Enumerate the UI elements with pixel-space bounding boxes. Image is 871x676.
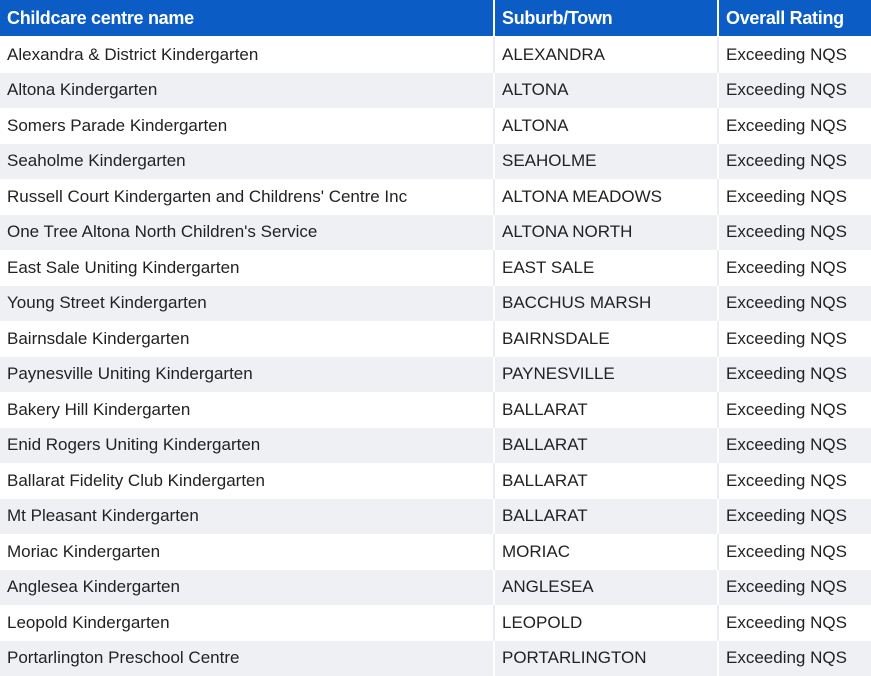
cell-suburb: BACCHUS MARSH bbox=[495, 285, 719, 321]
table-row: Bakery Hill Kindergarten BALLARAT Exceedin… bbox=[0, 392, 871, 428]
cell-suburb: BAIRNSDALE bbox=[495, 321, 719, 357]
cell-centre-name: Paynesville Uniting Kindergarten bbox=[0, 356, 495, 392]
cell-centre-name: Leopold Kindergarten bbox=[0, 605, 495, 641]
table-row: Mt Pleasant Kindergarten BALLARAT Exceedin… bbox=[0, 498, 871, 534]
cell-suburb: LEOPOLD bbox=[495, 605, 719, 641]
cell-rating: Exceeding NQS bbox=[719, 37, 871, 73]
cell-rating: Exceeding NQS bbox=[719, 108, 871, 144]
cell-centre-name: Bakery Hill Kindergarten bbox=[0, 392, 495, 428]
table-row: Portarlington Preschool Centre PORTARLING… bbox=[0, 640, 871, 676]
cell-centre-name: Enid Rogers Uniting Kindergarten bbox=[0, 427, 495, 463]
table-row: Russell Court Kindergarten and Childrens… bbox=[0, 179, 871, 215]
cell-suburb: MORIAC bbox=[495, 534, 719, 570]
cell-centre-name: Russell Court Kindergarten and Childrens… bbox=[0, 179, 495, 215]
cell-suburb: PORTARLINGTON bbox=[495, 640, 719, 676]
cell-centre-name: Moriac Kindergarten bbox=[0, 534, 495, 570]
table-row: Bairnsdale Kindergarten BAIRNSDALE Exceedi… bbox=[0, 321, 871, 357]
cell-rating: Exceeding NQS bbox=[719, 463, 871, 499]
cell-centre-name: Portarlington Preschool Centre bbox=[0, 640, 495, 676]
column-header-suburb[interactable]: Suburb/Town bbox=[495, 0, 719, 37]
table-row: Alexandra & District Kindergarten ALEXAND… bbox=[0, 37, 871, 73]
table-row: Moriac Kindergarten MORIAC Exceeding NQS bbox=[0, 534, 871, 570]
cell-rating: Exceeding NQS bbox=[719, 569, 871, 605]
cell-centre-name: Young Street Kindergarten bbox=[0, 285, 495, 321]
cell-centre-name: Anglesea Kindergarten bbox=[0, 569, 495, 605]
cell-rating: Exceeding NQS bbox=[719, 214, 871, 250]
table-row: Anglesea Kindergarten ANGLESEA Exceeding N… bbox=[0, 569, 871, 605]
cell-suburb: BALLARAT bbox=[495, 392, 719, 428]
table-row: Young Street Kindergarten BACCHUS MARSH Ex… bbox=[0, 285, 871, 321]
cell-suburb: ALTONA bbox=[495, 108, 719, 144]
cell-rating: Exceeding NQS bbox=[719, 285, 871, 321]
cell-centre-name: Altona Kindergarten bbox=[0, 72, 495, 108]
header-row: Childcare centre name Suburb/Town Overal… bbox=[0, 0, 871, 37]
cell-centre-name: Seaholme Kindergarten bbox=[0, 143, 495, 179]
column-header-rating[interactable]: Overall Rating bbox=[719, 0, 871, 37]
cell-centre-name: Bairnsdale Kindergarten bbox=[0, 321, 495, 357]
table-row: Somers Parade Kindergarten ALTONA Exceedin… bbox=[0, 108, 871, 144]
column-header-centre-name[interactable]: Childcare centre name bbox=[0, 0, 495, 37]
cell-rating: Exceeding NQS bbox=[719, 72, 871, 108]
cell-rating: Exceeding NQS bbox=[719, 143, 871, 179]
table-row: Altona Kindergarten ALTONA Exceeding NQS bbox=[0, 72, 871, 108]
cell-suburb: ANGLESEA bbox=[495, 569, 719, 605]
cell-centre-name: One Tree Altona North Children's Service bbox=[0, 214, 495, 250]
cell-suburb: EAST SALE bbox=[495, 250, 719, 286]
cell-rating: Exceeding NQS bbox=[719, 179, 871, 215]
cell-rating: Exceeding NQS bbox=[719, 427, 871, 463]
cell-rating: Exceeding NQS bbox=[719, 321, 871, 357]
cell-rating: Exceeding NQS bbox=[719, 534, 871, 570]
cell-rating: Exceeding NQS bbox=[719, 640, 871, 676]
cell-suburb: ALTONA bbox=[495, 72, 719, 108]
cell-rating: Exceeding NQS bbox=[719, 250, 871, 286]
cell-suburb: PAYNESVILLE bbox=[495, 356, 719, 392]
table-row: Ballarat Fidelity Club Kindergarten BALLA… bbox=[0, 463, 871, 499]
table-row: Enid Rogers Uniting Kindergarten BALLARAT… bbox=[0, 427, 871, 463]
cell-rating: Exceeding NQS bbox=[719, 498, 871, 534]
cell-centre-name: Ballarat Fidelity Club Kindergarten bbox=[0, 463, 495, 499]
cell-suburb: BALLARAT bbox=[495, 463, 719, 499]
cell-rating: Exceeding NQS bbox=[719, 356, 871, 392]
table-body: Alexandra & District Kindergarten ALEXAND… bbox=[0, 37, 871, 676]
table-row: East Sale Uniting Kindergarten EAST SALE E… bbox=[0, 250, 871, 286]
cell-rating: Exceeding NQS bbox=[719, 605, 871, 641]
cell-suburb: BALLARAT bbox=[495, 498, 719, 534]
table-header: Childcare centre name Suburb/Town Overal… bbox=[0, 0, 871, 37]
cell-suburb: ALTONA MEADOWS bbox=[495, 179, 719, 215]
table-row: Leopold Kindergarten LEOPOLD Exceeding NQS bbox=[0, 605, 871, 641]
table-row: Seaholme Kindergarten SEAHOLME Exceeding N… bbox=[0, 143, 871, 179]
cell-centre-name: Mt Pleasant Kindergarten bbox=[0, 498, 495, 534]
cell-centre-name: Alexandra & District Kindergarten bbox=[0, 37, 495, 73]
cell-rating: Exceeding NQS bbox=[719, 392, 871, 428]
cell-suburb: SEAHOLME bbox=[495, 143, 719, 179]
table-row: Paynesville Uniting Kindergarten PAYNESVI… bbox=[0, 356, 871, 392]
cell-suburb: BALLARAT bbox=[495, 427, 719, 463]
cell-centre-name: Somers Parade Kindergarten bbox=[0, 108, 495, 144]
cell-suburb: ALEXANDRA bbox=[495, 37, 719, 73]
cell-suburb: ALTONA NORTH bbox=[495, 214, 719, 250]
cell-centre-name: East Sale Uniting Kindergarten bbox=[0, 250, 495, 286]
table-row: One Tree Altona North Children's Service… bbox=[0, 214, 871, 250]
